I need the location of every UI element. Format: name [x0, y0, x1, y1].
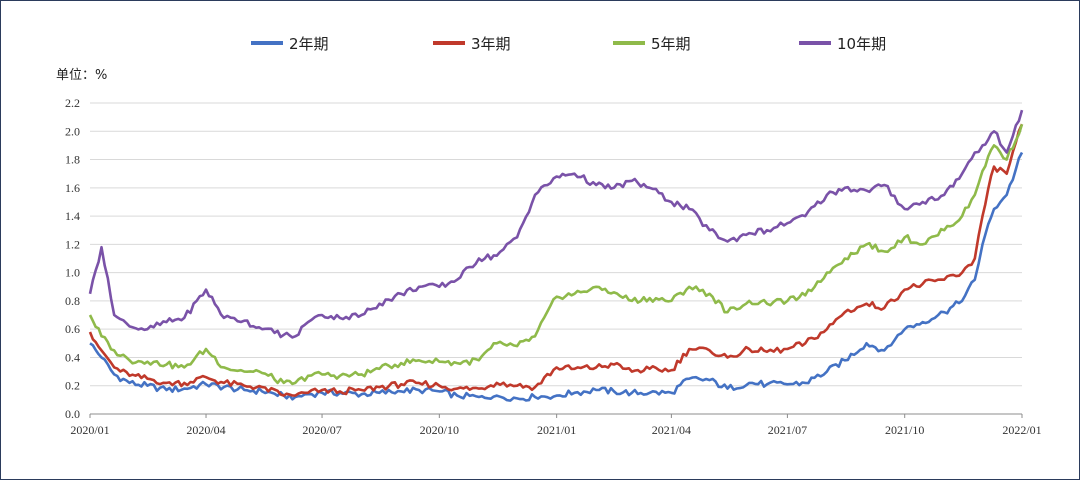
x-tick-label: 2020/07: [302, 423, 341, 437]
x-tick-label: 2021/04: [652, 423, 691, 437]
x-tick-label: 2021/01: [537, 423, 576, 437]
axes: 0.0 0.2 0.4 0.6 0.8 1.0 1.2 1.4 1.6 1.8 2.0 2.2 2020…: [65, 96, 1042, 437]
legend-label: 3年期: [471, 35, 511, 53]
y-tick-label: 1.8: [65, 153, 80, 167]
x-tick-label: 2021/07: [768, 423, 807, 437]
y-tick-label: 2.2: [65, 96, 80, 110]
gridlines: [90, 102, 1022, 387]
legend-label: 10年期: [837, 35, 886, 53]
y-tick-label: 0.2: [65, 379, 80, 393]
series-line-4: [88, 109, 1024, 339]
y-tick-label: 0.6: [65, 322, 80, 336]
y-tick-label: 2.0: [65, 124, 80, 138]
x-tick-label: 2020/04: [186, 423, 225, 437]
series-line-1: [89, 151, 1024, 402]
unit-label: 单位：%: [56, 68, 107, 83]
y-tick-label: 0.0: [65, 407, 80, 421]
x-tick-label: 2021/10: [885, 423, 924, 437]
legend: 2年期 3年期 5年期 10年期: [251, 35, 886, 53]
y-tick-label: 0.4: [65, 350, 80, 364]
y-tick-label: 1.6: [65, 181, 80, 195]
x-tick-label: 2022/01: [1002, 423, 1041, 437]
legend-label: 2年期: [289, 35, 329, 53]
x-tick-label: 2020/01: [70, 423, 109, 437]
x-tick-label: 2020/10: [420, 423, 459, 437]
series-lines: [88, 109, 1024, 402]
series-line-3: [88, 123, 1024, 386]
y-tick-label: 0.8: [65, 294, 80, 308]
series-line-2: [88, 123, 1024, 397]
y-tick-label: 1.0: [65, 266, 80, 280]
y-tick-label: 1.2: [65, 237, 80, 251]
legend-label: 5年期: [651, 35, 691, 53]
y-tick-label: 1.4: [65, 209, 80, 223]
